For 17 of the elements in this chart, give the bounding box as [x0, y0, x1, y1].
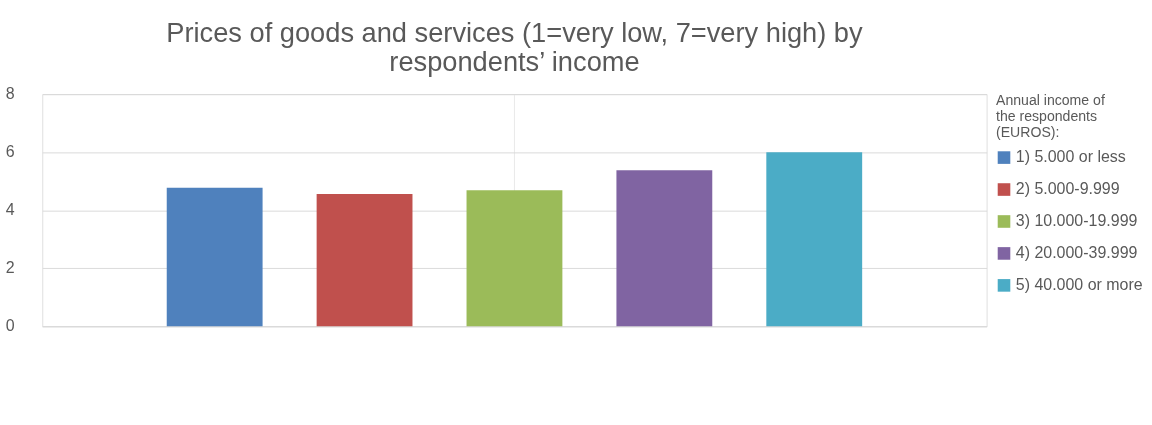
legend-title: Annual income of the respondents (EUROS): [996, 92, 1105, 141]
y-tick-label: 2 [5, 259, 15, 277]
legend-label: 1) 5.000 or less [1015, 148, 1126, 166]
bar [766, 152, 863, 327]
bar [616, 170, 713, 327]
bar [466, 190, 563, 327]
legend-label: 2) 5.000-9.999 [1015, 180, 1120, 198]
bar [166, 187, 263, 327]
y-tick-label: 6 [5, 143, 15, 161]
chart-title: Prices of goods and services (1=very low, 7=very high) by respondents’ income [166, 16, 863, 77]
legend-label: 3) 10.000-19.999 [1015, 212, 1138, 230]
legend-label: 5) 40.000 or more [1015, 276, 1143, 294]
y-tick-label: 4 [5, 201, 15, 219]
y-tick-label: 0 [5, 317, 15, 335]
y-tick-label: 8 [5, 85, 15, 103]
legend-label: 4) 20.000-39.999 [1015, 244, 1138, 262]
bar [316, 193, 413, 327]
